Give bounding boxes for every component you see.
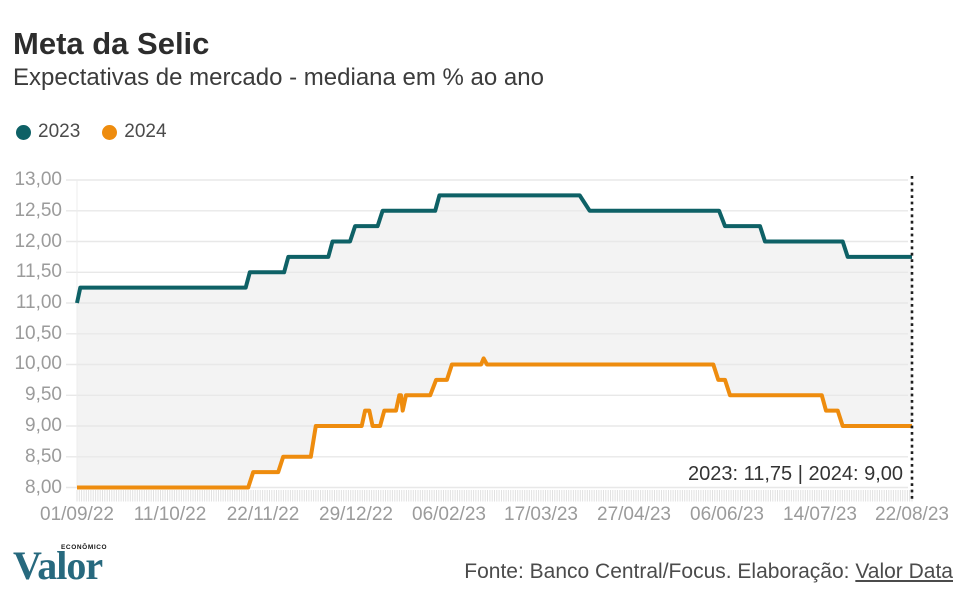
y-tick-label: 12,00 (14, 231, 62, 252)
x-tick-label: 14/07/23 (783, 504, 857, 525)
page-title: Meta da Selic (13, 26, 210, 61)
y-tick-label: 8,00 (25, 477, 62, 498)
legend-item-2024[interactable]: 2024 (102, 121, 167, 143)
y-tick-label: 9,00 (25, 415, 62, 436)
x-tick-label: 11/10/22 (133, 504, 207, 525)
x-tick-label: 22/08/23 (875, 504, 949, 525)
legend-label-2023: 2023 (38, 121, 81, 142)
x-tick-label: 17/03/23 (504, 504, 578, 525)
y-tick-label: 10,50 (14, 323, 62, 344)
series-2024-dot-icon (102, 124, 118, 140)
valor-logo-economico-text: ECONÔMICO (61, 544, 108, 551)
x-tick-label: 27/04/23 (597, 504, 671, 525)
source-line: Fonte: Banco Central/Focus. Elaboração: … (464, 560, 953, 584)
x-tick-label: 29/12/22 (319, 504, 393, 525)
y-tick-label: 13,00 (14, 169, 62, 190)
valor-data-link[interactable]: Valor Data (855, 560, 953, 583)
valor-logo-wordmark: Valor (13, 543, 103, 588)
last-values-annotation: 2023: 11,75 | 2024: 9,00 (687, 463, 903, 485)
valor-logo: ECONÔMICO Valor (13, 542, 123, 594)
y-tick-label: 12,50 (14, 200, 62, 221)
y-tick-label: 11,00 (15, 292, 62, 313)
series-2023-dot-icon (16, 124, 31, 140)
x-tick-label: 06/06/23 (690, 504, 764, 525)
source-text: Fonte: Banco Central/Focus. Elaboração: (464, 560, 856, 583)
y-tick-label: 9,50 (25, 384, 62, 405)
legend-label-2024: 2024 (124, 121, 167, 142)
x-tick-label: 01/09/22 (40, 504, 114, 525)
y-tick-label: 8,50 (25, 446, 62, 467)
chart-subtitle: Expectativas de mercado - mediana em % a… (13, 64, 544, 91)
y-tick-label: 10,00 (14, 353, 62, 374)
legend-item-2023[interactable]: 2023 (16, 121, 80, 143)
x-tick-label: 06/02/23 (412, 504, 486, 525)
y-tick-label: 11,50 (15, 261, 62, 282)
x-tick-label: 22/11/22 (226, 504, 300, 525)
legend: 2023 2024 (16, 121, 167, 143)
